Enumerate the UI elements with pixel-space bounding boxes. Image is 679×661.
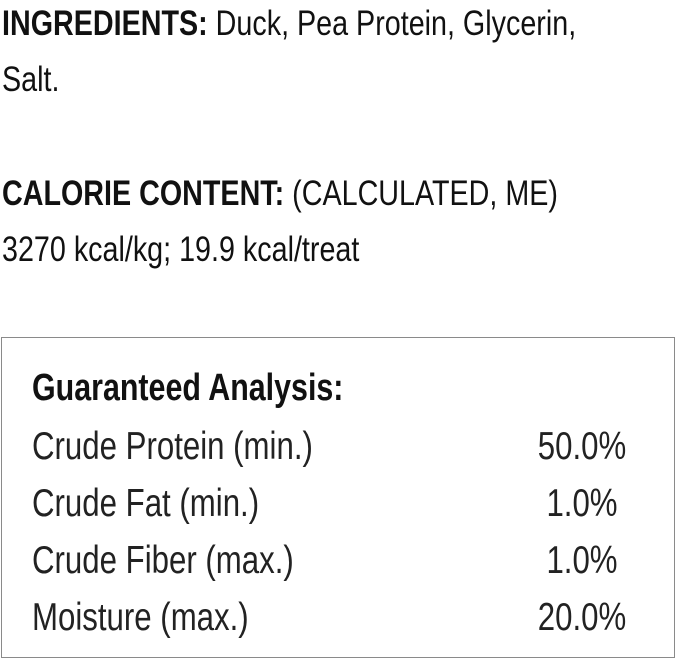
analysis-row: Moisture (max.) 20.0% xyxy=(32,593,652,643)
ingredients-line: INGREDIENTS: Duck, Pea Protein, Glycerin… xyxy=(2,4,576,44)
ingredients-line-2: Salt. xyxy=(2,60,60,99)
analysis-value: 50.0% xyxy=(537,425,627,468)
analysis-value: 20.0% xyxy=(537,596,627,639)
analysis-label: Moisture (max.) xyxy=(32,596,249,639)
analysis-value: 1.0% xyxy=(546,539,618,582)
calorie-text: (CALCULATED, ME) xyxy=(284,174,558,213)
analysis-label: Crude Fat (min.) xyxy=(32,482,260,525)
analysis-label: Crude Fiber (max.) xyxy=(32,539,294,582)
calorie-line-2: 3270 kcal/kg; 19.9 kcal/treat xyxy=(2,230,360,269)
ingredients-text: Duck, Pea Protein, Glycerin, xyxy=(207,4,577,43)
analysis-title: Guaranteed Analysis: xyxy=(32,367,344,409)
ingredients-label: INGREDIENTS: xyxy=(2,4,208,43)
guaranteed-analysis-box: Guaranteed Analysis: Crude Protein (min.… xyxy=(1,337,675,658)
calorie-label: CALORIE CONTENT: xyxy=(2,174,285,213)
analysis-row: Crude Protein (min.) 50.0% xyxy=(32,422,652,472)
analysis-label: Crude Protein (min.) xyxy=(32,425,313,468)
calorie-line: CALORIE CONTENT: (CALCULATED, ME) xyxy=(2,174,558,214)
analysis-row: Crude Fiber (max.) 1.0% xyxy=(32,536,652,586)
analysis-row: Crude Fat (min.) 1.0% xyxy=(32,479,652,529)
analysis-value: 1.0% xyxy=(546,482,618,525)
